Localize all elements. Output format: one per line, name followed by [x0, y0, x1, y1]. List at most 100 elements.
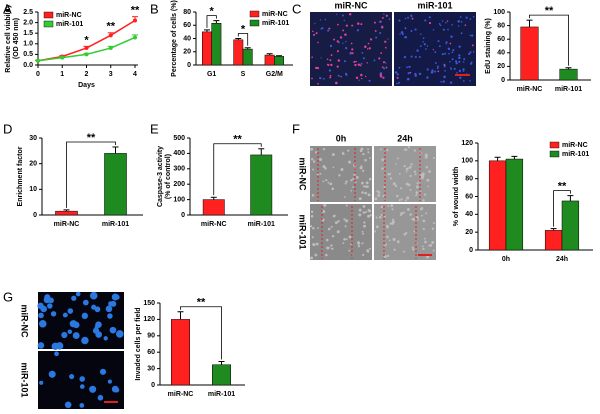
cell: [373, 59, 376, 62]
cell: [380, 213, 383, 216]
cell: [316, 66, 320, 70]
cell: [459, 16, 462, 18]
cell: [79, 403, 85, 408]
cell: [383, 255, 387, 259]
cell: [116, 330, 124, 338]
cell: [428, 244, 431, 247]
cell: [362, 253, 365, 256]
cell: [361, 230, 364, 233]
cell: [69, 373, 75, 380]
cell: [402, 211, 405, 214]
cell: [350, 42, 353, 45]
cell: [426, 68, 429, 71]
x-tick-label: G2/M: [266, 71, 283, 78]
cell: [387, 204, 390, 207]
cell: [414, 74, 417, 77]
cell: [469, 80, 471, 82]
cell: [422, 227, 425, 230]
bar: [202, 199, 225, 216]
image-edu-nc: [310, 12, 392, 86]
cell: [311, 194, 315, 197]
cell: [348, 249, 351, 252]
cell: [81, 336, 89, 345]
cell: [455, 62, 458, 65]
y-tick-label: 80: [465, 176, 473, 183]
cell: [89, 385, 97, 393]
cell: [460, 20, 463, 23]
point: [84, 52, 89, 57]
cell: [337, 220, 340, 223]
cell: [432, 48, 434, 51]
cell: [425, 212, 428, 215]
cell: [419, 190, 422, 193]
cell: [374, 197, 378, 201]
cell: [402, 250, 405, 253]
cell: [421, 214, 423, 217]
cell: [368, 177, 372, 181]
y-tick-label: 60: [183, 22, 191, 29]
cell: [426, 45, 429, 47]
legend-swatch: [43, 11, 54, 19]
cell: [403, 165, 406, 168]
legend-label: miR-NC: [562, 142, 588, 149]
cell: [379, 215, 382, 219]
cell: [343, 60, 347, 63]
cell: [382, 76, 385, 79]
cell: [310, 147, 314, 151]
cell: [468, 52, 471, 56]
cell: [340, 75, 342, 78]
significance: **: [545, 5, 554, 17]
cell: [395, 163, 397, 165]
cell: [410, 55, 413, 58]
cell: [342, 242, 345, 245]
cell: [375, 225, 379, 229]
cell: [449, 81, 453, 84]
cell: [64, 401, 72, 409]
cell: [345, 24, 348, 27]
cell: [405, 170, 408, 173]
x-tick-label: 24h: [556, 256, 568, 263]
cell: [449, 60, 451, 63]
cell: [383, 185, 386, 188]
cell: [392, 182, 396, 186]
cell: [381, 158, 385, 162]
cell: [430, 70, 434, 74]
cell: [469, 62, 473, 65]
cell: [367, 151, 370, 154]
cell: [385, 243, 388, 246]
cell: [358, 197, 362, 201]
legend-swatch: [549, 141, 560, 149]
cell: [82, 299, 89, 306]
cell: [373, 230, 377, 233]
image-label: 24h: [397, 133, 413, 143]
cell: [344, 225, 347, 228]
cell: [328, 69, 332, 72]
cell: [382, 194, 385, 198]
cell: [333, 214, 336, 217]
y-tick-label: 90: [147, 333, 155, 340]
y-tick-label: 60: [465, 193, 473, 200]
cell: [51, 342, 59, 351]
cell: [396, 82, 398, 85]
cell: [362, 169, 365, 172]
cell: [377, 191, 381, 194]
cell: [386, 148, 389, 152]
panel-letter: B: [150, 1, 159, 16]
cell: [368, 209, 372, 213]
cell: [413, 170, 417, 173]
cell: [322, 77, 325, 80]
y-tick-label: 300: [173, 166, 185, 173]
cell: [72, 332, 80, 340]
cell: [312, 160, 316, 163]
cell: [399, 214, 402, 217]
cell: [336, 50, 340, 53]
cell: [415, 194, 418, 197]
y-axis-label: Percentage of cells (%): [171, 0, 178, 77]
cell: [469, 51, 472, 54]
cell: [315, 242, 319, 246]
cell: [409, 174, 412, 178]
panel-letter: D: [3, 121, 12, 136]
significance-bracket: [206, 15, 217, 28]
cell: [358, 213, 362, 217]
cell: [406, 207, 410, 211]
